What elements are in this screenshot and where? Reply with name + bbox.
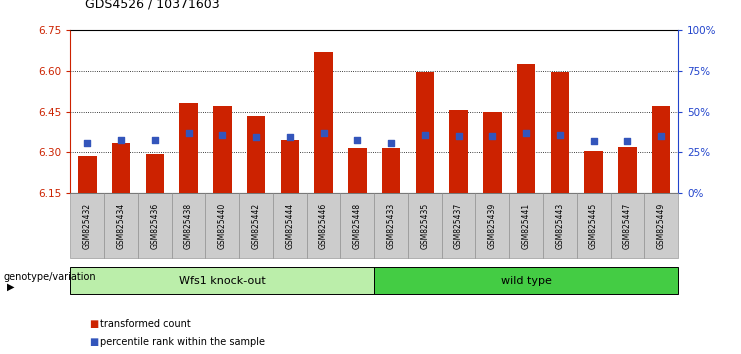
- Text: GSM825437: GSM825437: [454, 202, 463, 249]
- Text: GSM825449: GSM825449: [657, 202, 665, 249]
- Text: Wfs1 knock-out: Wfs1 knock-out: [179, 275, 266, 286]
- Bar: [314, 52, 333, 193]
- Text: GSM825438: GSM825438: [184, 202, 193, 249]
- Bar: [247, 116, 265, 193]
- Point: [149, 137, 161, 143]
- Text: GSM825448: GSM825448: [353, 202, 362, 249]
- Text: GSM825433: GSM825433: [387, 202, 396, 249]
- Bar: [213, 106, 232, 193]
- Point: [284, 135, 296, 140]
- Bar: [516, 64, 536, 193]
- Text: percentile rank within the sample: percentile rank within the sample: [100, 337, 265, 347]
- Point: [216, 132, 228, 137]
- Point: [115, 137, 127, 143]
- Text: ■: ■: [89, 337, 98, 347]
- Point: [182, 130, 194, 136]
- Point: [419, 132, 431, 137]
- Text: GSM825440: GSM825440: [218, 202, 227, 249]
- Point: [250, 135, 262, 140]
- Text: GDS4526 / 10371603: GDS4526 / 10371603: [85, 0, 220, 11]
- Bar: [585, 151, 603, 193]
- Text: GSM825446: GSM825446: [319, 202, 328, 249]
- Point: [82, 140, 93, 145]
- Text: ▶: ▶: [7, 282, 15, 292]
- Bar: [551, 72, 569, 193]
- Text: GSM825435: GSM825435: [420, 202, 429, 249]
- Text: GSM825436: GSM825436: [150, 202, 159, 249]
- Bar: [382, 148, 400, 193]
- Text: GSM825439: GSM825439: [488, 202, 497, 249]
- Text: genotype/variation: genotype/variation: [4, 272, 96, 282]
- Bar: [78, 156, 96, 193]
- Point: [318, 130, 330, 136]
- Point: [520, 130, 532, 136]
- Text: ■: ■: [89, 319, 98, 329]
- Point: [385, 140, 397, 145]
- Text: GSM825447: GSM825447: [623, 202, 632, 249]
- Point: [486, 133, 498, 139]
- Bar: [348, 148, 367, 193]
- Point: [351, 137, 363, 143]
- Bar: [281, 140, 299, 193]
- Bar: [112, 143, 130, 193]
- Bar: [416, 72, 434, 193]
- Bar: [179, 103, 198, 193]
- Text: GSM825432: GSM825432: [83, 202, 92, 249]
- Bar: [483, 112, 502, 193]
- Text: GSM825444: GSM825444: [285, 202, 294, 249]
- Bar: [618, 147, 637, 193]
- Text: GSM825434: GSM825434: [116, 202, 125, 249]
- Text: GSM825445: GSM825445: [589, 202, 598, 249]
- Bar: [449, 110, 468, 193]
- Bar: [652, 106, 671, 193]
- Text: GSM825443: GSM825443: [555, 202, 565, 249]
- Point: [655, 133, 667, 139]
- Text: transformed count: transformed count: [100, 319, 190, 329]
- Point: [588, 138, 599, 144]
- Text: GSM825442: GSM825442: [251, 202, 261, 249]
- Point: [453, 133, 465, 139]
- Point: [554, 132, 566, 137]
- Text: GSM825441: GSM825441: [522, 202, 531, 249]
- Point: [622, 138, 634, 144]
- Text: wild type: wild type: [501, 275, 551, 286]
- Bar: [145, 154, 164, 193]
